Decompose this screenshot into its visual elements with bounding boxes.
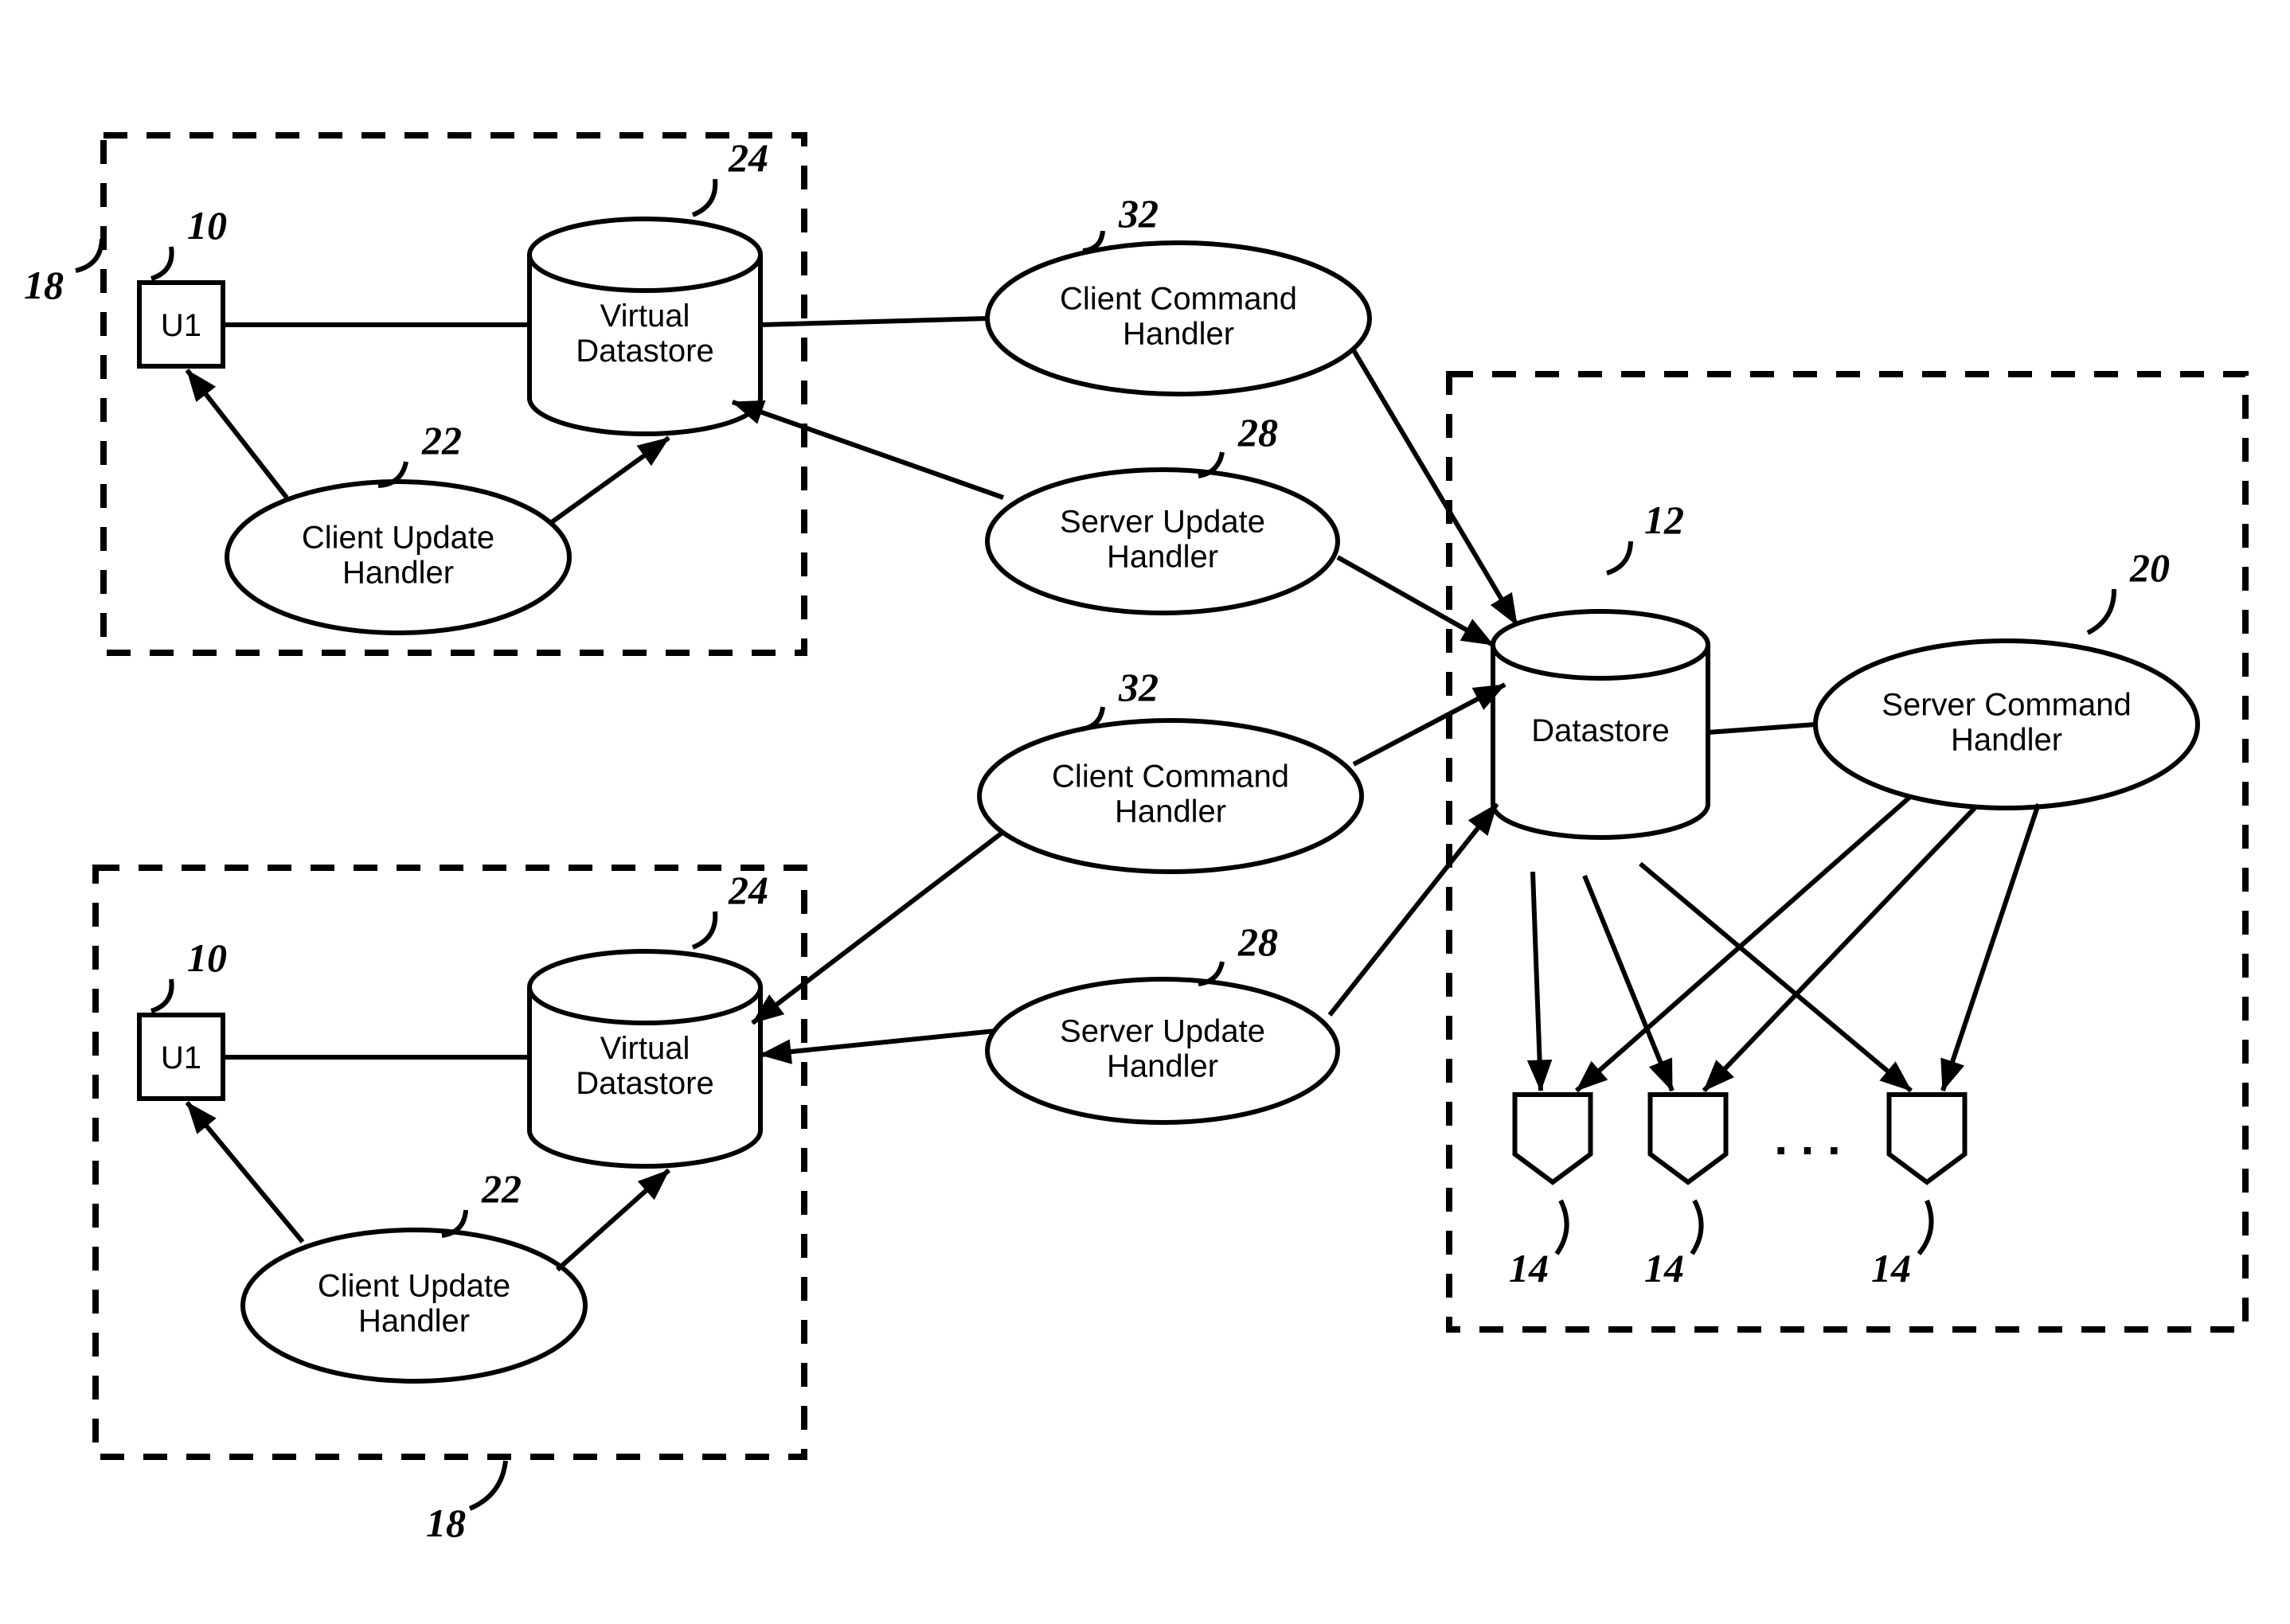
ref-hook: [151, 979, 172, 1011]
ref-32: 32: [1118, 665, 1159, 709]
svg-text:Client Command: Client Command: [1052, 759, 1289, 794]
edge-arrow: [1585, 876, 1672, 1091]
edge-arrow: [1330, 804, 1497, 1015]
svg-text:Handler: Handler: [358, 1304, 470, 1339]
ref-18: 18: [426, 1501, 466, 1545]
svg-text:Handler: Handler: [1951, 723, 2062, 758]
arrowhead: [637, 438, 669, 465]
ref-28: 28: [1237, 919, 1278, 964]
arrowhead: [187, 370, 215, 401]
arrowhead: [1941, 1058, 1964, 1091]
svg-text:Server Update: Server Update: [1060, 1014, 1265, 1049]
ref-28: 28: [1237, 410, 1278, 455]
ref-hook: [1692, 1200, 1702, 1254]
ellipsis: . . .: [1774, 1111, 1840, 1165]
svg-text:Handler: Handler: [342, 556, 454, 591]
svg-text:Handler: Handler: [1123, 317, 1234, 352]
ref-12: 12: [1644, 498, 1684, 542]
ref-20: 20: [2129, 545, 2170, 590]
svg-text:U1: U1: [161, 308, 201, 343]
arrowhead: [1491, 593, 1517, 625]
ref-14: 14: [1644, 1246, 1684, 1290]
svg-text:Datastore: Datastore: [1531, 713, 1669, 748]
arrowhead: [1650, 1058, 1672, 1091]
ref-32: 32: [1118, 191, 1159, 236]
edge-arrow: [760, 1031, 995, 1055]
ref-10: 10: [187, 203, 227, 248]
ref-hook: [76, 239, 102, 271]
svg-text:Handler: Handler: [1115, 794, 1226, 830]
ref-hook: [1919, 1200, 1932, 1254]
edge-arrow: [752, 832, 1003, 1023]
edge-arrow: [1533, 872, 1541, 1091]
ref-hook: [1557, 1200, 1567, 1254]
svg-text:Virtual: Virtual: [600, 1031, 690, 1066]
svg-text:Server Update: Server Update: [1060, 505, 1265, 540]
arrowhead: [1461, 619, 1493, 645]
ref-24: 24: [728, 868, 768, 912]
ref-hook: [693, 912, 715, 947]
vds-a-top: [530, 219, 760, 291]
ref-24: 24: [728, 135, 768, 180]
ref-22: 22: [421, 418, 462, 463]
ds-top: [1493, 611, 1708, 678]
p3: [1889, 1095, 1965, 1182]
svg-text:Handler: Handler: [1107, 540, 1218, 575]
p1: [1515, 1095, 1591, 1182]
ref-hook: [151, 247, 172, 279]
svg-text:U1: U1: [161, 1040, 201, 1076]
svg-text:Handler: Handler: [1107, 1049, 1218, 1084]
edge-arrow: [1640, 864, 1911, 1091]
arrowhead: [760, 1040, 791, 1064]
ref-14: 14: [1871, 1246, 1911, 1290]
ref-hook: [470, 1461, 506, 1509]
edge: [1708, 724, 1815, 732]
ref-18: 18: [24, 263, 64, 307]
svg-text:Client Command: Client Command: [1060, 282, 1297, 317]
ref-14: 14: [1509, 1246, 1549, 1290]
ref-10: 10: [187, 935, 227, 980]
svg-text:Datastore: Datastore: [576, 1066, 713, 1101]
svg-text:Virtual: Virtual: [600, 299, 690, 334]
ref-hook: [693, 179, 715, 215]
svg-text:Server Command: Server Command: [1882, 688, 2131, 723]
arrowhead: [1528, 1060, 1552, 1091]
edge-arrow: [1354, 350, 1517, 625]
svg-text:Datastore: Datastore: [576, 334, 713, 369]
ref-22: 22: [481, 1166, 522, 1211]
ref-hook: [2088, 589, 2114, 633]
edge: [760, 318, 987, 325]
p2: [1651, 1095, 1726, 1182]
svg-text:Client Update: Client Update: [302, 521, 494, 556]
svg-text:Client Update: Client Update: [318, 1269, 510, 1304]
ref-hook: [1607, 541, 1631, 573]
edge-arrow: [733, 402, 1003, 498]
edge-arrow: [1943, 804, 2038, 1091]
vds-b-top: [530, 951, 760, 1023]
